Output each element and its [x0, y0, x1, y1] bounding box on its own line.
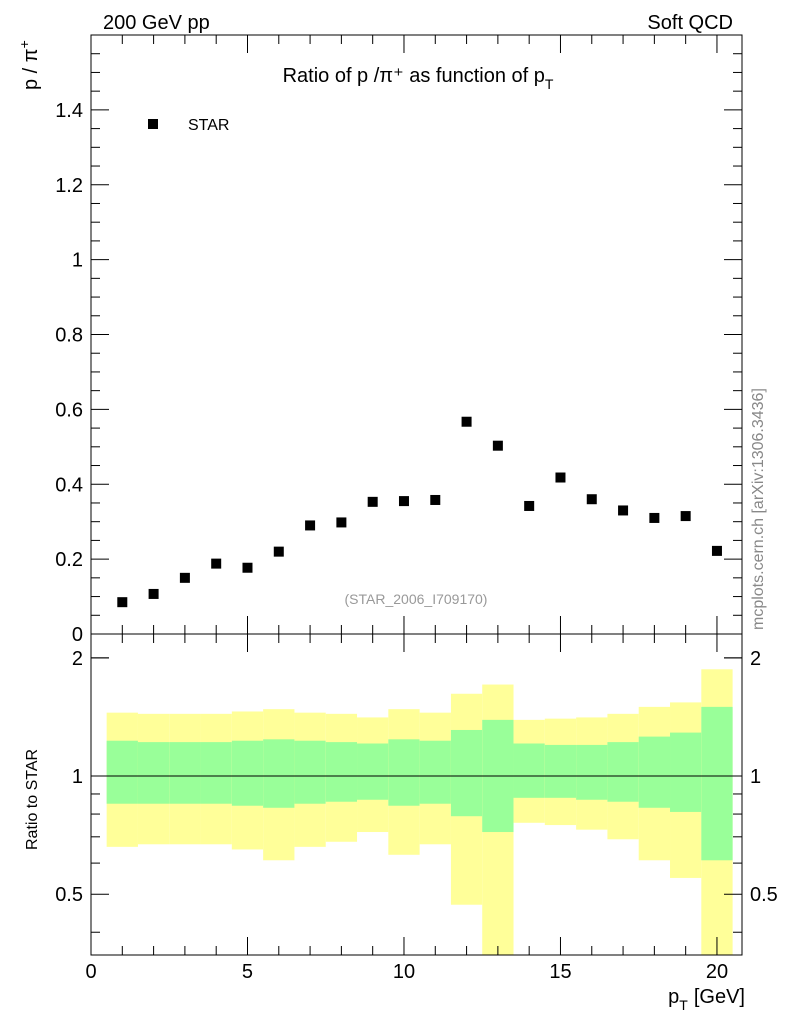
main-y-tick-label: 1 [72, 250, 83, 272]
inner-band-bin [200, 742, 232, 804]
inner-band-bin [106, 740, 138, 804]
main-panel: 0 0.2 0.4 0.6 0.8 1 1.2 1.4 Ratio of p /π⁺ as f… [16, 34, 743, 646]
x-tick-label: 20 [706, 961, 728, 983]
inner-band-bin [357, 743, 389, 800]
main-title-subscript: T [545, 76, 554, 92]
data-point [492, 440, 503, 451]
header-right: Soft QCD [647, 12, 733, 34]
ratio-panel: 0.5 0.51 12 2 0 5 10 15 20 Ratio to STAR pT [GeV… [24, 35, 778, 1013]
data-point [211, 558, 222, 569]
ratio-y-tick-label-right: 2 [750, 648, 761, 670]
x-axis-label-unit: [GeV] [694, 986, 745, 1008]
main-y-tick-label: 0.8 [55, 325, 83, 347]
data-point [305, 520, 316, 531]
x-tick-label: 0 [85, 961, 96, 983]
ratio-y-tick-label-left: 2 [72, 648, 83, 670]
data-point [367, 496, 378, 507]
x-axis-label: pT [GeV] [668, 986, 745, 1013]
data-point [618, 505, 629, 516]
inner-band-bin [638, 736, 671, 808]
ratio-y-tick-label-right: 1 [750, 766, 761, 788]
ratio-frame [90, 633, 743, 956]
main-y-tick-label: 0.6 [55, 399, 83, 421]
data-point [148, 588, 159, 599]
inner-band-bin [294, 740, 326, 804]
data-point [336, 517, 347, 528]
inner-band-bin [576, 744, 608, 800]
legend: STAR [148, 117, 229, 134]
ratio-y-ticks: 0.5 0.5 1 1 2 2 [55, 648, 778, 933]
data-point [649, 512, 660, 523]
main-title: Ratio of p /π⁺ as function of pT [283, 65, 554, 92]
inner-band-bin [137, 742, 170, 804]
inner-band-bin [231, 740, 264, 806]
ratio-y-axis-label: Ratio to STAR [24, 749, 41, 850]
ratio-y-tick-label-right: 0.5 [750, 884, 778, 906]
inner-band-bin [670, 732, 702, 812]
x-tick-label: 15 [549, 961, 571, 983]
inner-band-bin [544, 744, 577, 798]
data-point [461, 416, 472, 427]
data-point [179, 572, 190, 583]
data-point [398, 496, 409, 507]
data-point [117, 597, 128, 608]
inner-band-bin [701, 706, 733, 861]
legend-label-star: STAR [188, 117, 229, 134]
data-point [273, 546, 284, 557]
main-y-axis-label-superscript: + [16, 40, 32, 48]
inner-band-bin [513, 743, 545, 798]
inner-band-bin [607, 742, 639, 802]
main-y-axis-label: p / π+ [16, 40, 42, 90]
inner-band-bin [169, 742, 201, 804]
main-y-tick-label: 0.2 [55, 549, 83, 571]
x-tick-label: 10 [393, 961, 415, 983]
data-point [711, 545, 722, 556]
ratio-y-tick-label-left: 0.5 [55, 884, 83, 906]
analysis-label: (STAR_2006_I709170) [345, 591, 488, 607]
x-axis-label-subscript: T [679, 997, 688, 1013]
data-point [242, 562, 253, 573]
main-y-ticks: 0 0.2 0.4 0.6 0.8 1 1.2 1.4 [55, 34, 742, 646]
data-point [680, 511, 691, 522]
main-y-tick-label: 0.4 [55, 474, 83, 496]
data-point [586, 494, 597, 505]
main-title-text: Ratio of p /π⁺ as function of p [283, 65, 545, 87]
header-left: 200 GeV pp [103, 12, 210, 34]
main-y-axis-label-text: p / π [20, 48, 42, 90]
inner-band-bin [388, 739, 420, 806]
ratio-bands [106, 669, 733, 955]
inner-band-bin [263, 739, 295, 808]
main-y-tick-label: 1.4 [55, 100, 83, 122]
main-y-tick-label: 1.2 [55, 175, 83, 197]
watermark: mcplots.cern.ch [arXiv:1306.3436] [750, 388, 767, 630]
x-axis-ticks: 0 5 10 15 20 [85, 35, 728, 983]
ratio-y-tick-label-left: 1 [72, 766, 83, 788]
data-point [555, 472, 566, 483]
main-data-points [117, 416, 722, 608]
x-tick-label: 5 [242, 961, 253, 983]
legend-marker [148, 119, 158, 129]
data-point [430, 494, 441, 505]
inner-band-bin [325, 742, 358, 802]
x-axis-label-text: p [668, 986, 679, 1008]
inner-band-bin [419, 740, 451, 804]
main-y-tick-label: 0 [72, 624, 83, 646]
inner-band-bin [450, 729, 483, 817]
data-point [524, 500, 535, 511]
